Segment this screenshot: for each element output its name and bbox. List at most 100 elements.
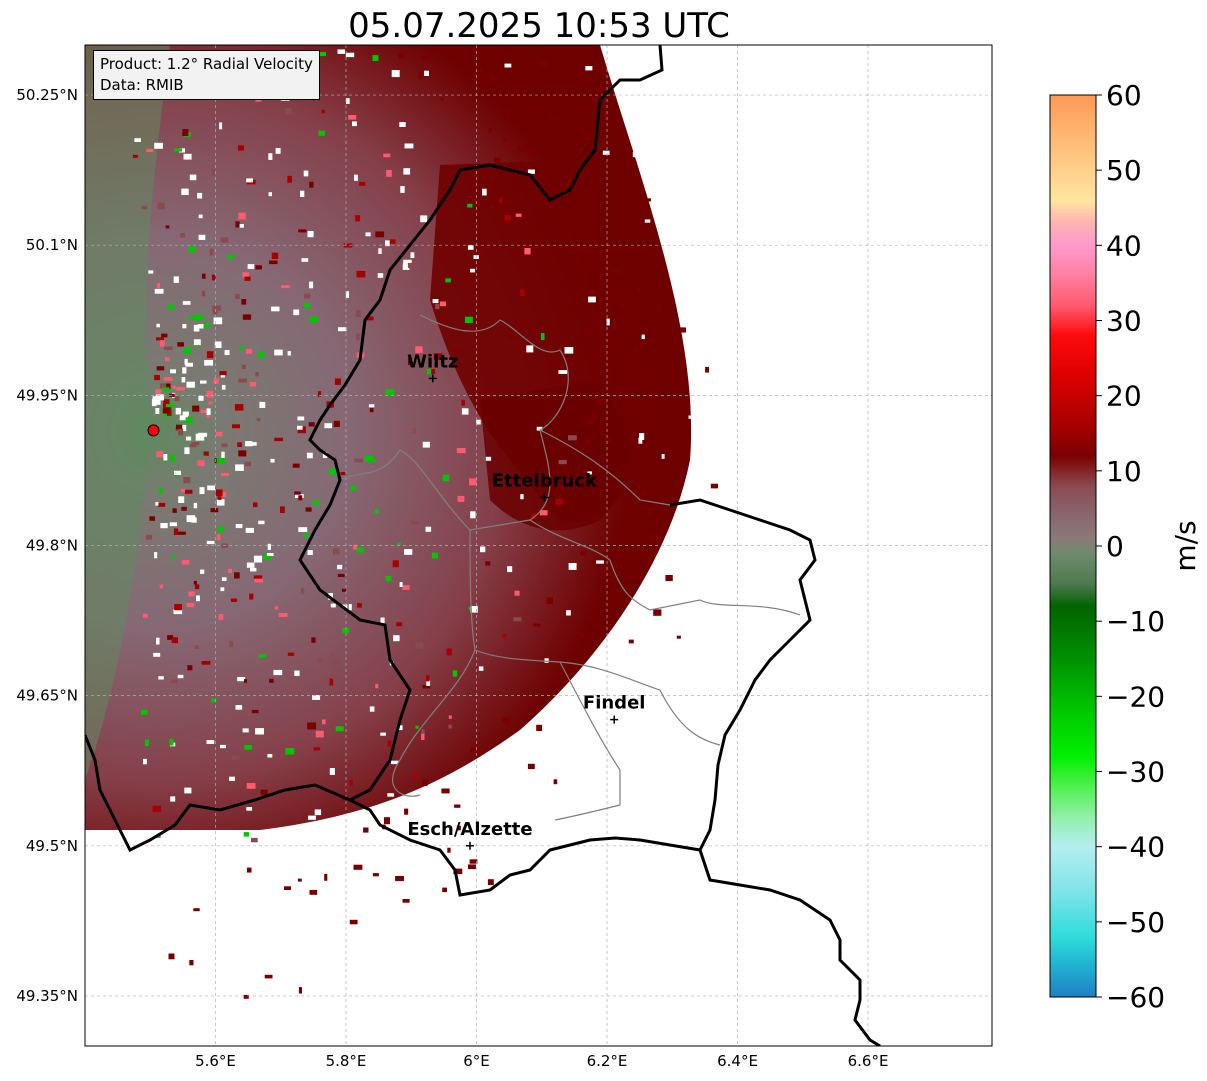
- radar-pixel: [446, 904, 453, 910]
- radar-pixel: [250, 442, 257, 446]
- radar-pixel: [465, 316, 473, 323]
- radar-pixel: [700, 388, 705, 395]
- radar-pixel: [601, 432, 605, 437]
- radar-pixel: [241, 299, 247, 305]
- city-findel: Findel: [583, 693, 645, 724]
- radar-pixel: [441, 788, 450, 794]
- radar-pixel: [426, 679, 431, 686]
- radar-pixel: [612, 269, 621, 274]
- radar-pixel: [480, 546, 486, 553]
- radar-pixel: [237, 677, 246, 682]
- radar-pixel: [184, 489, 193, 494]
- radar-pixel: [312, 500, 320, 505]
- radar-pixel: [235, 524, 243, 529]
- radar-pixel: [174, 148, 183, 152]
- radar-pixel: [615, 563, 619, 571]
- radar-pixel: [307, 231, 314, 238]
- city-marker-icon: [540, 493, 549, 502]
- radar-pixel: [213, 317, 223, 325]
- city-marker-icon: [428, 374, 437, 383]
- y-tick-label: 50.1°N: [26, 236, 78, 254]
- radar-pixel: [504, 214, 511, 222]
- city-label: Wiltz: [407, 351, 458, 372]
- radar-pixel: [513, 617, 522, 622]
- radar-pixel: [170, 796, 176, 802]
- radar-pixel: [353, 544, 357, 550]
- radar-pixel: [533, 623, 541, 627]
- radar-pixel: [431, 552, 438, 559]
- radar-pixel: [349, 779, 353, 786]
- radar-pixel: [541, 333, 545, 340]
- radar-pixel: [258, 351, 265, 358]
- radar-pixel: [182, 301, 191, 305]
- radar-pixel: [705, 366, 709, 373]
- radar-pixel: [422, 441, 430, 448]
- radar-pixel: [502, 717, 511, 723]
- radar-pixel: [180, 233, 186, 238]
- radar-pixel: [287, 652, 295, 656]
- radar-pixel: [606, 318, 610, 326]
- radar-pixel: [391, 760, 399, 765]
- x-tick-label: 5.6°E: [195, 1052, 236, 1070]
- colorbar-tick-label: 10: [1106, 455, 1142, 488]
- radar-pixel: [526, 345, 534, 353]
- radar-pixel: [143, 758, 147, 765]
- radar-pixel: [398, 725, 403, 731]
- radar-pixel: [644, 219, 651, 223]
- radar-pixel: [188, 316, 195, 320]
- radar-pixel: [399, 582, 403, 587]
- radar-pixel: [493, 874, 498, 879]
- radar-pixel: [455, 73, 461, 78]
- radar-pixel: [387, 793, 395, 797]
- radar-pixel: [176, 424, 183, 430]
- radar-pixel: [587, 471, 592, 475]
- radar-pixel: [369, 408, 374, 413]
- radar-pixel: [440, 97, 444, 102]
- radar-pixel: [355, 215, 361, 222]
- y-tick-label: 50.25°N: [16, 86, 78, 104]
- radar-pixel: [163, 346, 173, 351]
- radar-pixel: [390, 239, 396, 244]
- radar-pixel: [298, 527, 308, 532]
- radar-pixel: [180, 488, 186, 493]
- radar-pixel: [355, 310, 361, 317]
- radar-pixel: [256, 418, 261, 422]
- y-tick-label: 49.65°N: [16, 687, 78, 705]
- radar-pixel: [656, 305, 661, 311]
- radar-pixel: [224, 350, 230, 356]
- radar-pixel: [338, 327, 347, 332]
- radar-pixel: [220, 587, 225, 592]
- radar-pixel: [392, 560, 399, 568]
- radar-pixel: [485, 561, 491, 566]
- radar-pixel: [183, 477, 191, 484]
- x-tick-label: 6.4°E: [717, 1052, 758, 1070]
- radar-pixel: [160, 383, 167, 389]
- radar-pixel: [242, 728, 249, 733]
- radar-pixel: [242, 272, 249, 278]
- radar-pixel: [482, 188, 487, 196]
- radar-pixel: [433, 353, 443, 360]
- radar-pixel: [331, 659, 339, 665]
- radar-pixel: [188, 591, 195, 597]
- data-source-label: Data: RMIB: [100, 76, 184, 94]
- radar-pixel: [206, 391, 214, 398]
- radar-pixel: [264, 974, 273, 979]
- radar-pixel: [194, 645, 200, 649]
- radar-pixel: [403, 259, 412, 266]
- radar-pixel: [445, 278, 451, 283]
- radar-pixel: [246, 783, 256, 789]
- radar-pixel: [412, 427, 416, 434]
- radar-pixel: [220, 237, 229, 243]
- colorbar: 60 50 40 30 20 10 0 −10 −20 −30 −40 −50 −60 m/s: [1049, 79, 1202, 1014]
- radar-pixel: [285, 108, 292, 115]
- radar-pixel: [298, 229, 307, 233]
- national-borders: [85, 45, 881, 1046]
- radar-pixel: [329, 768, 335, 775]
- radar-pixel: [245, 527, 254, 533]
- radar-pixel: [156, 323, 160, 328]
- radar-pixel: [364, 455, 374, 462]
- radar-pixel: [165, 403, 175, 408]
- radar-speckles: [132, 49, 718, 999]
- radar-pixel: [298, 987, 302, 994]
- radar-pixel: [157, 202, 165, 210]
